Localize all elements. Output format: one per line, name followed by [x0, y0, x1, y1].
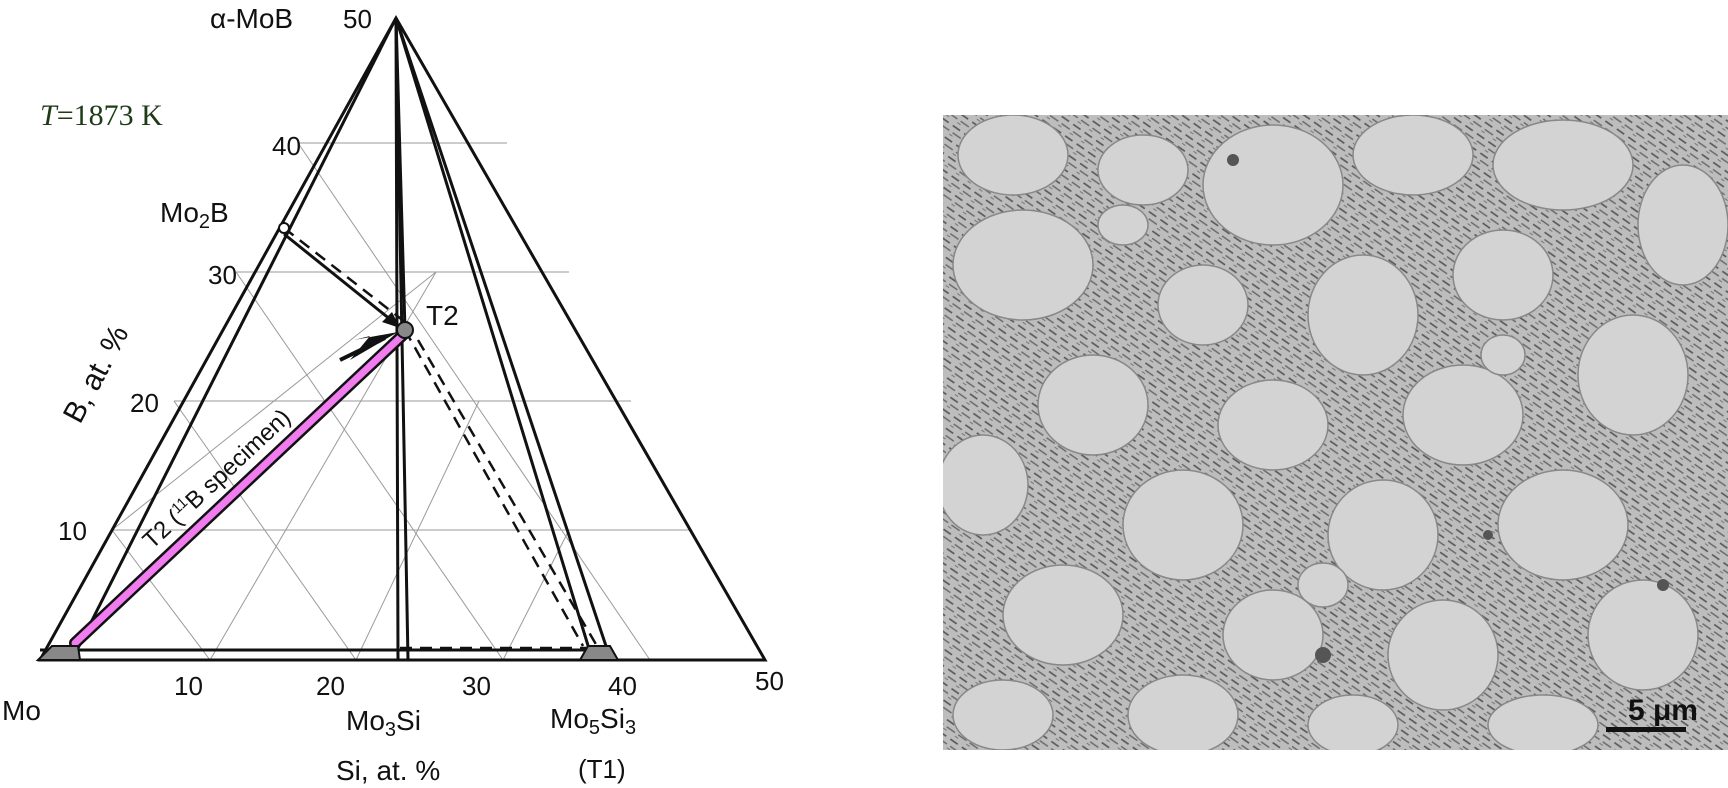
b-tick-10: 10 [58, 516, 87, 546]
b-tick-40: 40 [272, 131, 301, 161]
b-tick-20: 20 [130, 388, 159, 418]
b-axis-label: B, at. % [57, 320, 135, 428]
si-tick-10: 10 [174, 671, 203, 701]
vertex-left-label: Mo [2, 695, 41, 726]
mo-region [35, 645, 82, 661]
mo2b-point [278, 222, 290, 234]
micrograph: 5 μm [943, 115, 1728, 750]
mo5si3-label: Mo5Si3 [550, 703, 636, 739]
si-axis-label: Si, at. % [336, 755, 440, 786]
t2-point [396, 321, 414, 339]
specimen-arrow-head [350, 332, 398, 360]
mo2b-label: Mo2B [160, 197, 229, 233]
si-tick-30: 30 [462, 671, 491, 701]
mo2b-to-t2-arrow-line [283, 232, 397, 326]
temperature-label: T=1873 K [40, 99, 163, 132]
vertex-top-label: α-MoB [210, 3, 293, 34]
triangle-outline [37, 14, 768, 662]
b-tick-30: 30 [208, 260, 237, 290]
mo5si3-region [578, 645, 620, 661]
ternary-phase-diagram: T=1873 K α-MoB 50 40 30 20 10 Mo2B T2 B,… [2, 3, 784, 786]
mo2b-arrow-head [382, 312, 400, 328]
scale-bar-label: 5 μm [1627, 694, 1698, 727]
t2-label: T2 [426, 300, 459, 331]
t1-label: (T1) [578, 754, 626, 784]
si-tick-40: 40 [608, 671, 637, 701]
dashed-tie-lines [283, 227, 599, 650]
si-tick-20: 20 [316, 671, 345, 701]
specimen-label: T2 (11B specimen) [137, 403, 296, 554]
b-tick-50: 50 [343, 4, 372, 34]
triangle-grid [111, 142, 692, 661]
micrograph-texture [943, 115, 1728, 750]
mo3si-label: Mo3Si [346, 705, 421, 741]
scale-bar [1606, 727, 1686, 732]
si-tick-50: 50 [755, 666, 784, 696]
